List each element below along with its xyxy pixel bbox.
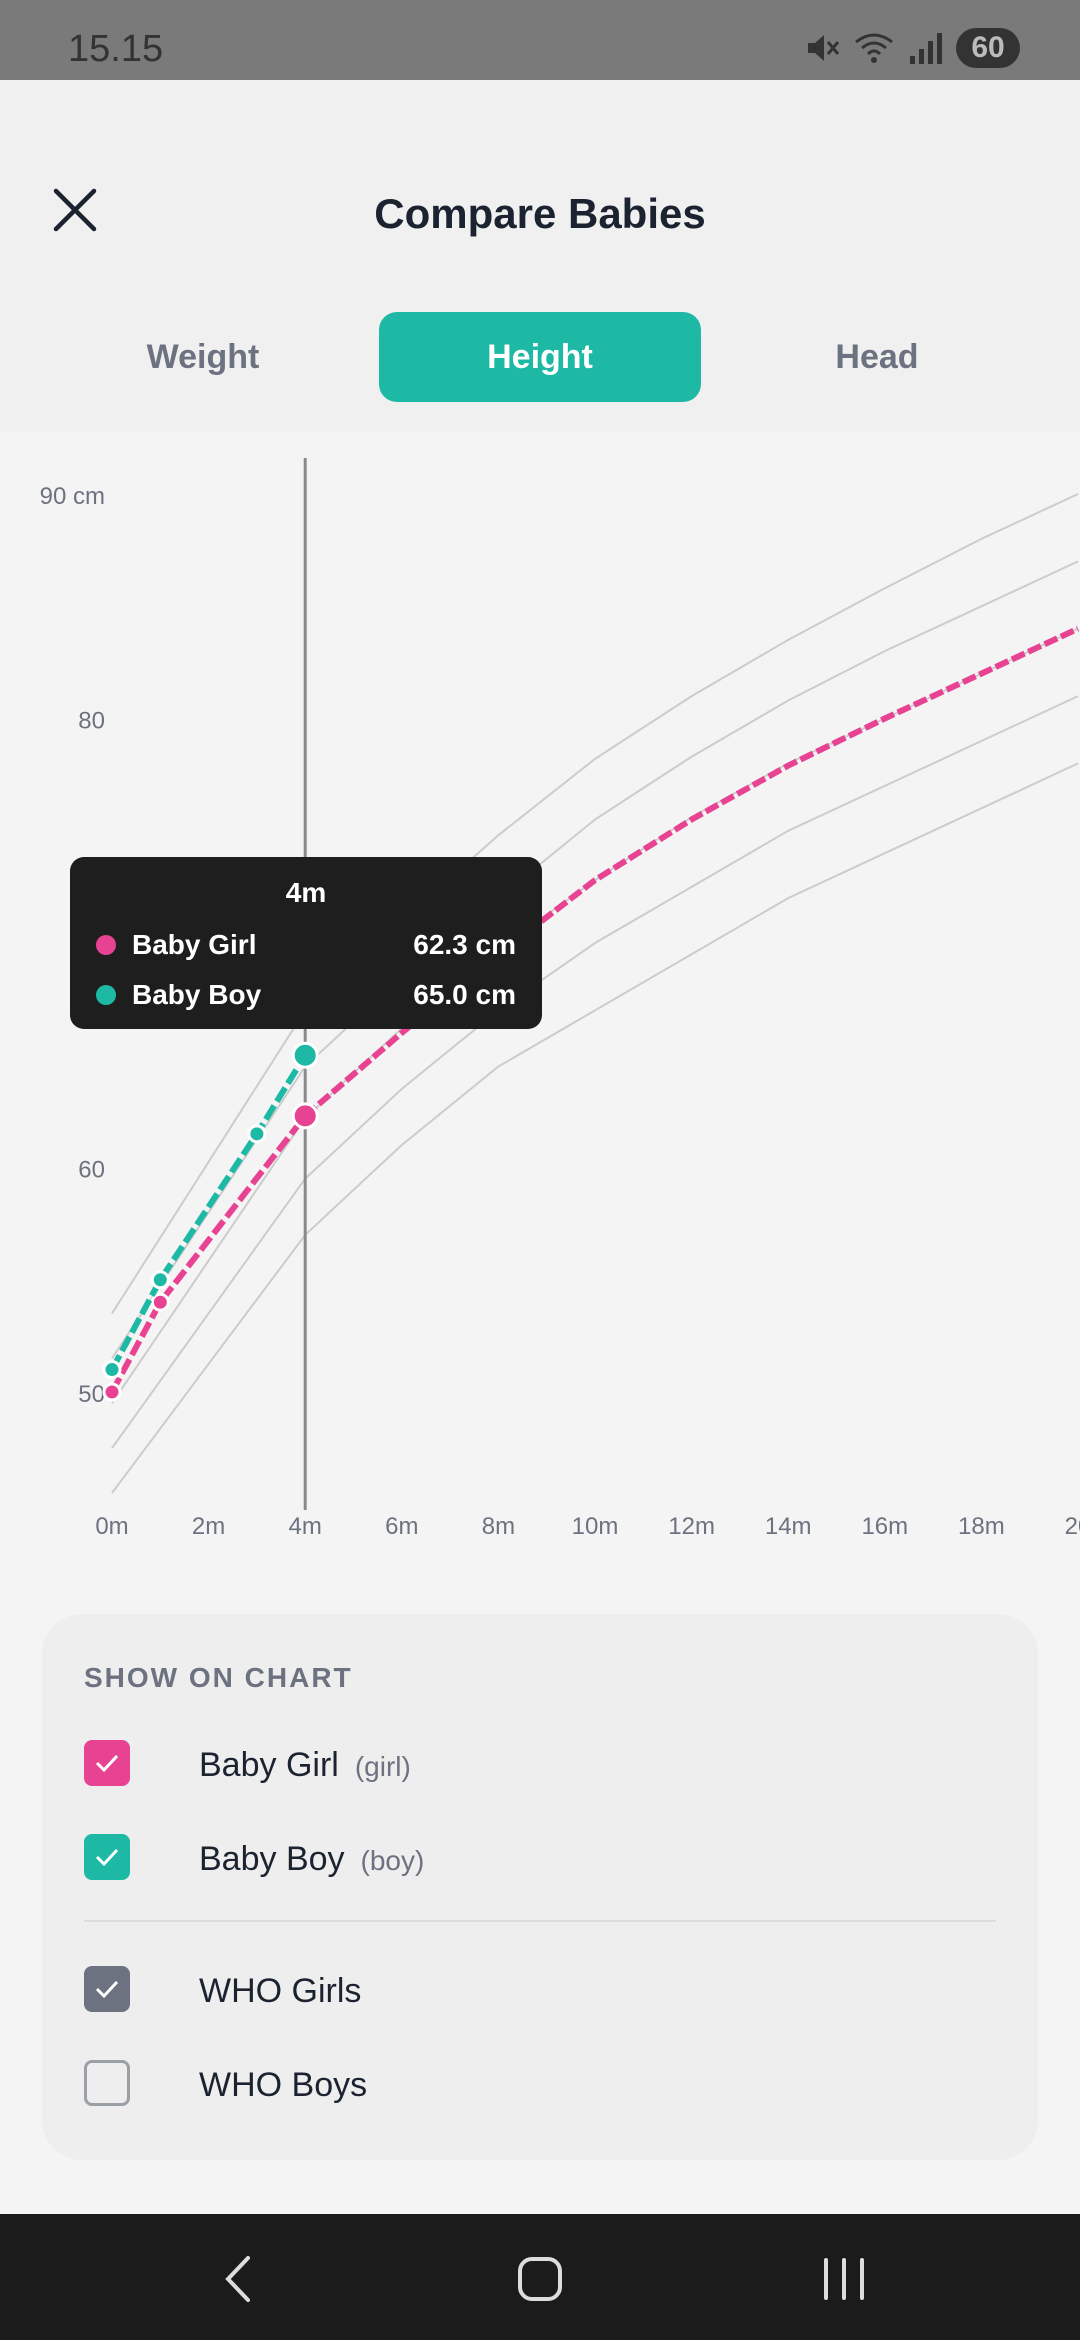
recents-icon[interactable]: [820, 2254, 868, 2304]
checkbox-baby-boy[interactable]: [84, 1834, 130, 1880]
baby-boy-line: [109, 1053, 308, 1371]
x-tick-label: 14m: [765, 1513, 812, 1540]
tooltip-row-girl: Baby Girl 62.3 cm: [96, 927, 516, 967]
girl-dot-icon: [96, 935, 116, 955]
mute-icon: [808, 35, 840, 61]
x-tick-label: 2m: [192, 1513, 225, 1540]
option-label: WHO Boys: [199, 2066, 368, 2104]
baby-boy-point: [247, 1124, 267, 1144]
x-tick-label: 18m: [958, 1513, 1005, 1540]
y-tick-label: 50: [78, 1381, 105, 1408]
option-label: WHO Girls: [199, 1972, 362, 2010]
chart-tooltip: 4m Baby Girl 62.3 cm Baby Boy 65.0 cm: [70, 857, 542, 1029]
x-tick-label: 10m: [572, 1513, 619, 1540]
checkbox-who-boys[interactable]: [84, 2060, 130, 2106]
home-icon[interactable]: [516, 2254, 564, 2304]
baby-boy-point: [291, 1041, 319, 1069]
tab-head[interactable]: Head: [835, 338, 919, 376]
close-icon[interactable]: [40, 175, 110, 245]
y-tick-label: 60: [78, 1157, 105, 1184]
x-tick-label: 4m: [289, 1513, 322, 1540]
baby-girl-point: [102, 1382, 122, 1402]
x-tick-label: 0m: [95, 1513, 128, 1540]
tab-height[interactable]: Height: [379, 312, 701, 402]
checkbox-who-girls[interactable]: [84, 1966, 130, 2012]
page-title: Compare Babies: [374, 190, 706, 237]
back-icon[interactable]: [218, 2254, 258, 2304]
status-time: 15.15: [68, 28, 164, 70]
option-name: Baby Boy: [199, 1840, 345, 1878]
option-tag: (boy): [360, 1845, 425, 1876]
baby-girl-line: [109, 1114, 308, 1394]
check-icon: [95, 1848, 119, 1867]
x-axis-ticks: 0m 2m 4m 6m 8m 10m 12m 14m 16m 18m 20: [95, 1513, 1080, 1540]
wifi-icon: [855, 33, 893, 63]
tooltip-name: Baby Boy: [132, 979, 262, 1010]
y-axis-ticks: 90 cm 80 60 50: [40, 483, 105, 1408]
tooltip-row-boy: Baby Boy 65.0 cm: [96, 977, 516, 1017]
baby-boy-point: [102, 1360, 122, 1380]
x-tick-label: 8m: [482, 1513, 515, 1540]
option-name: Baby Girl: [199, 1746, 339, 1784]
who-curve-2: [111, 695, 1079, 1449]
status-icons: 60: [804, 28, 1020, 68]
show-on-chart-card: SHOW ON CHART Baby Girl (girl) Baby Boy (b…: [42, 1614, 1038, 2160]
x-tick-label: 12m: [668, 1513, 715, 1540]
x-tick-label: 20: [1065, 1513, 1080, 1540]
check-icon: [95, 1980, 119, 1999]
y-tick-label: 90 cm: [40, 483, 105, 510]
tab-weight[interactable]: Weight: [146, 338, 260, 376]
baby-boy-point: [150, 1270, 170, 1290]
x-tick-label: 6m: [385, 1513, 418, 1540]
option-label: Baby Girl (girl): [199, 1746, 411, 1785]
option-tag: (girl): [354, 1751, 411, 1782]
option-label: Baby Boy (boy): [199, 1840, 424, 1879]
baby-girl-point: [291, 1102, 319, 1130]
signal-icon: [910, 33, 942, 64]
metric-tabs: Weight Height Head: [0, 312, 1080, 402]
y-tick-label: 80: [78, 708, 105, 735]
tooltip-value: 65.0 cm: [413, 979, 516, 1010]
card-heading: SHOW ON CHART: [84, 1662, 353, 1693]
checkbox-baby-girl[interactable]: [84, 1740, 130, 1786]
tooltip-title: 4m: [285, 877, 327, 908]
baby-series: [102, 1041, 319, 1402]
system-nav-bar: [0, 2214, 1080, 2340]
status-bar: 15.15 60: [0, 0, 1080, 80]
header: Compare Babies Weight Height Head: [0, 80, 1080, 432]
baby-girl-point: [150, 1292, 170, 1312]
tooltip-value: 62.3 cm: [413, 929, 516, 960]
boy-dot-icon: [96, 985, 116, 1005]
battery-icon: 60: [956, 28, 1020, 68]
who-curve-1: [111, 762, 1079, 1494]
tooltip-name: Baby Girl: [132, 929, 257, 960]
check-icon: [95, 1754, 119, 1773]
x-tick-label: 16m: [861, 1513, 908, 1540]
divider: [84, 1920, 996, 1922]
